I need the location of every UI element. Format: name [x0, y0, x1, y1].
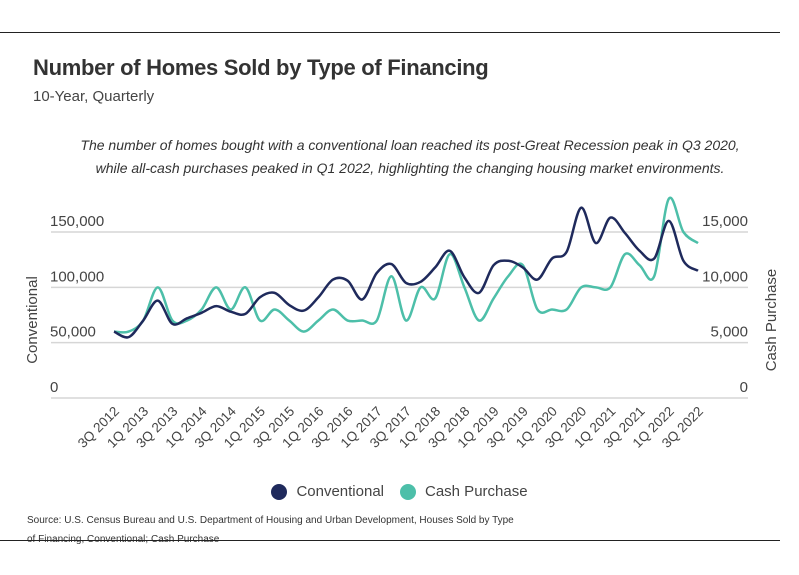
source-note: Source: U.S. Census Bureau and U.S. Depa…	[27, 511, 527, 549]
chart-annotation: The number of homes bought with a conven…	[80, 137, 740, 176]
legend-label: Conventional	[296, 483, 384, 500]
bottom-rule	[0, 540, 780, 541]
y-left-tick-label: 100,000	[50, 268, 104, 285]
line-chart: 0 0 50,000 5,000 100,000 10,000 150,000 15,000 C…	[24, 196, 780, 451]
top-rule	[0, 32, 780, 33]
y-left-tick-label: 150,000	[50, 213, 104, 230]
legend-swatch-cash-purchase	[400, 483, 416, 500]
y-right-tick-label: 0	[740, 379, 748, 396]
legend-swatch-conventional	[271, 483, 288, 500]
y-right-tick-label: 15,000	[702, 213, 748, 230]
chart-title: Number of Homes Sold by Type of Financin…	[33, 55, 489, 80]
legend-label: Cash Purchase	[425, 483, 528, 500]
legend-item-cash-purchase[interactable]: Cash Purchase	[400, 483, 528, 500]
y-right-tick-label: 10,000	[702, 268, 748, 285]
legend: Conventional Cash Purchase	[0, 483, 799, 500]
source-line: Source: U.S. Census Bureau and U.S. Depa…	[27, 515, 514, 526]
y-left-axis-title: Conventional	[24, 276, 41, 364]
y-right-tick-label: 5,000	[710, 324, 748, 341]
chart-subtitle: 10-Year, Quarterly	[33, 88, 155, 105]
source-line: of Financing, Conventional; Cash Purchas…	[27, 530, 527, 549]
legend-item-conventional[interactable]: Conventional	[271, 483, 384, 500]
series-line-conventional	[113, 206, 699, 339]
y-right-axis-title: Cash Purchase	[763, 269, 780, 372]
y-left-tick-label: 50,000	[50, 324, 96, 341]
y-left-tick-label: 0	[50, 379, 58, 396]
